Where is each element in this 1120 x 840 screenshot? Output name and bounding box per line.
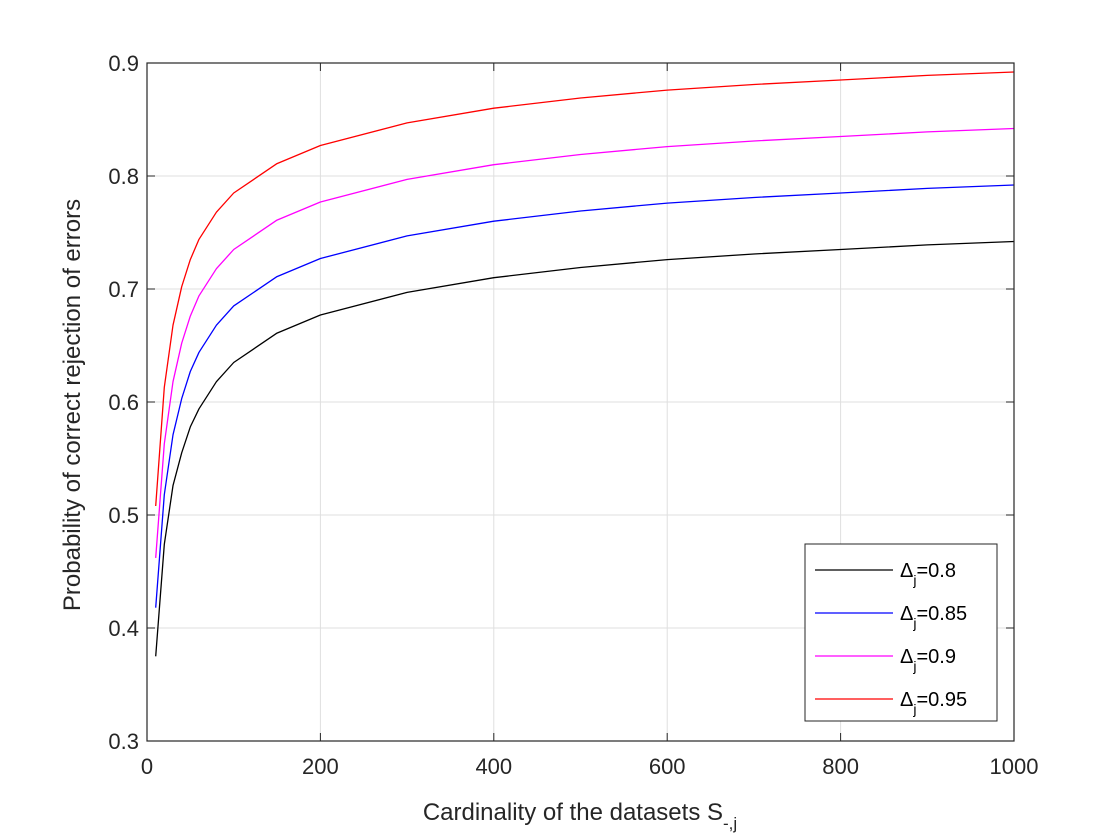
- x-tick-labels: 0 200 400 600 800 1000: [141, 754, 1039, 779]
- y-tick-label: 0.5: [108, 503, 139, 528]
- legend-label-value: =0.85: [916, 603, 967, 625]
- x-axis-title-subscript: -,j: [723, 814, 737, 833]
- legend-label: Δj=0.8: [900, 560, 956, 588]
- y-tick-label: 0.7: [108, 277, 139, 302]
- y-tick-label: 0.6: [108, 390, 139, 415]
- legend-label-symbol: Δ: [900, 560, 913, 582]
- series-line-4: [155, 71, 1015, 507]
- y-tick-label: 0.8: [108, 164, 139, 189]
- series-line-1: [155, 240, 1015, 657]
- x-tick-label: 200: [302, 754, 339, 779]
- x-axis-title-main: Cardinality of the datasets S: [423, 799, 723, 826]
- y-tick-label: 0.9: [108, 51, 139, 76]
- legend-label-value: =0.9: [916, 646, 955, 668]
- legend-label-subscript: j: [912, 658, 916, 674]
- y-tick-labels: 0.3 0.4 0.5 0.6 0.7 0.8 0.9: [108, 51, 139, 754]
- legend-label: Δj=0.9: [900, 646, 956, 674]
- x-tick-label: 0: [141, 754, 153, 779]
- legend-label-subscript: j: [912, 572, 916, 588]
- legend-box: [804, 543, 998, 722]
- legend-label-symbol: Δ: [900, 603, 913, 625]
- legend-label-subscript: j: [912, 701, 916, 717]
- axis-ticks: [146, 62, 1015, 742]
- x-tick-label: 800: [822, 754, 859, 779]
- legend-label: Δj=0.85: [900, 603, 967, 631]
- x-tick-label: 1000: [990, 754, 1039, 779]
- legend-label-value: =0.95: [916, 689, 967, 711]
- series-lines: [155, 71, 1015, 657]
- legend-label-value: =0.8: [916, 560, 955, 582]
- x-tick-label: 400: [475, 754, 512, 779]
- legend-label-symbol: Δ: [900, 689, 913, 711]
- x-axis-title: Cardinality of the datasets S-,j: [423, 799, 737, 833]
- legend-label-subscript: j: [912, 615, 916, 631]
- y-axis-title: Probability of correct rejection of erro…: [59, 199, 86, 611]
- series-line-2: [155, 184, 1015, 608]
- legend-label: Δj=0.95: [900, 689, 967, 717]
- series-line-3: [155, 127, 1015, 558]
- y-tick-label: 0.3: [108, 729, 139, 754]
- y-tick-label: 0.4: [108, 616, 139, 641]
- x-tick-label: 600: [649, 754, 686, 779]
- legend-label-symbol: Δ: [900, 646, 913, 668]
